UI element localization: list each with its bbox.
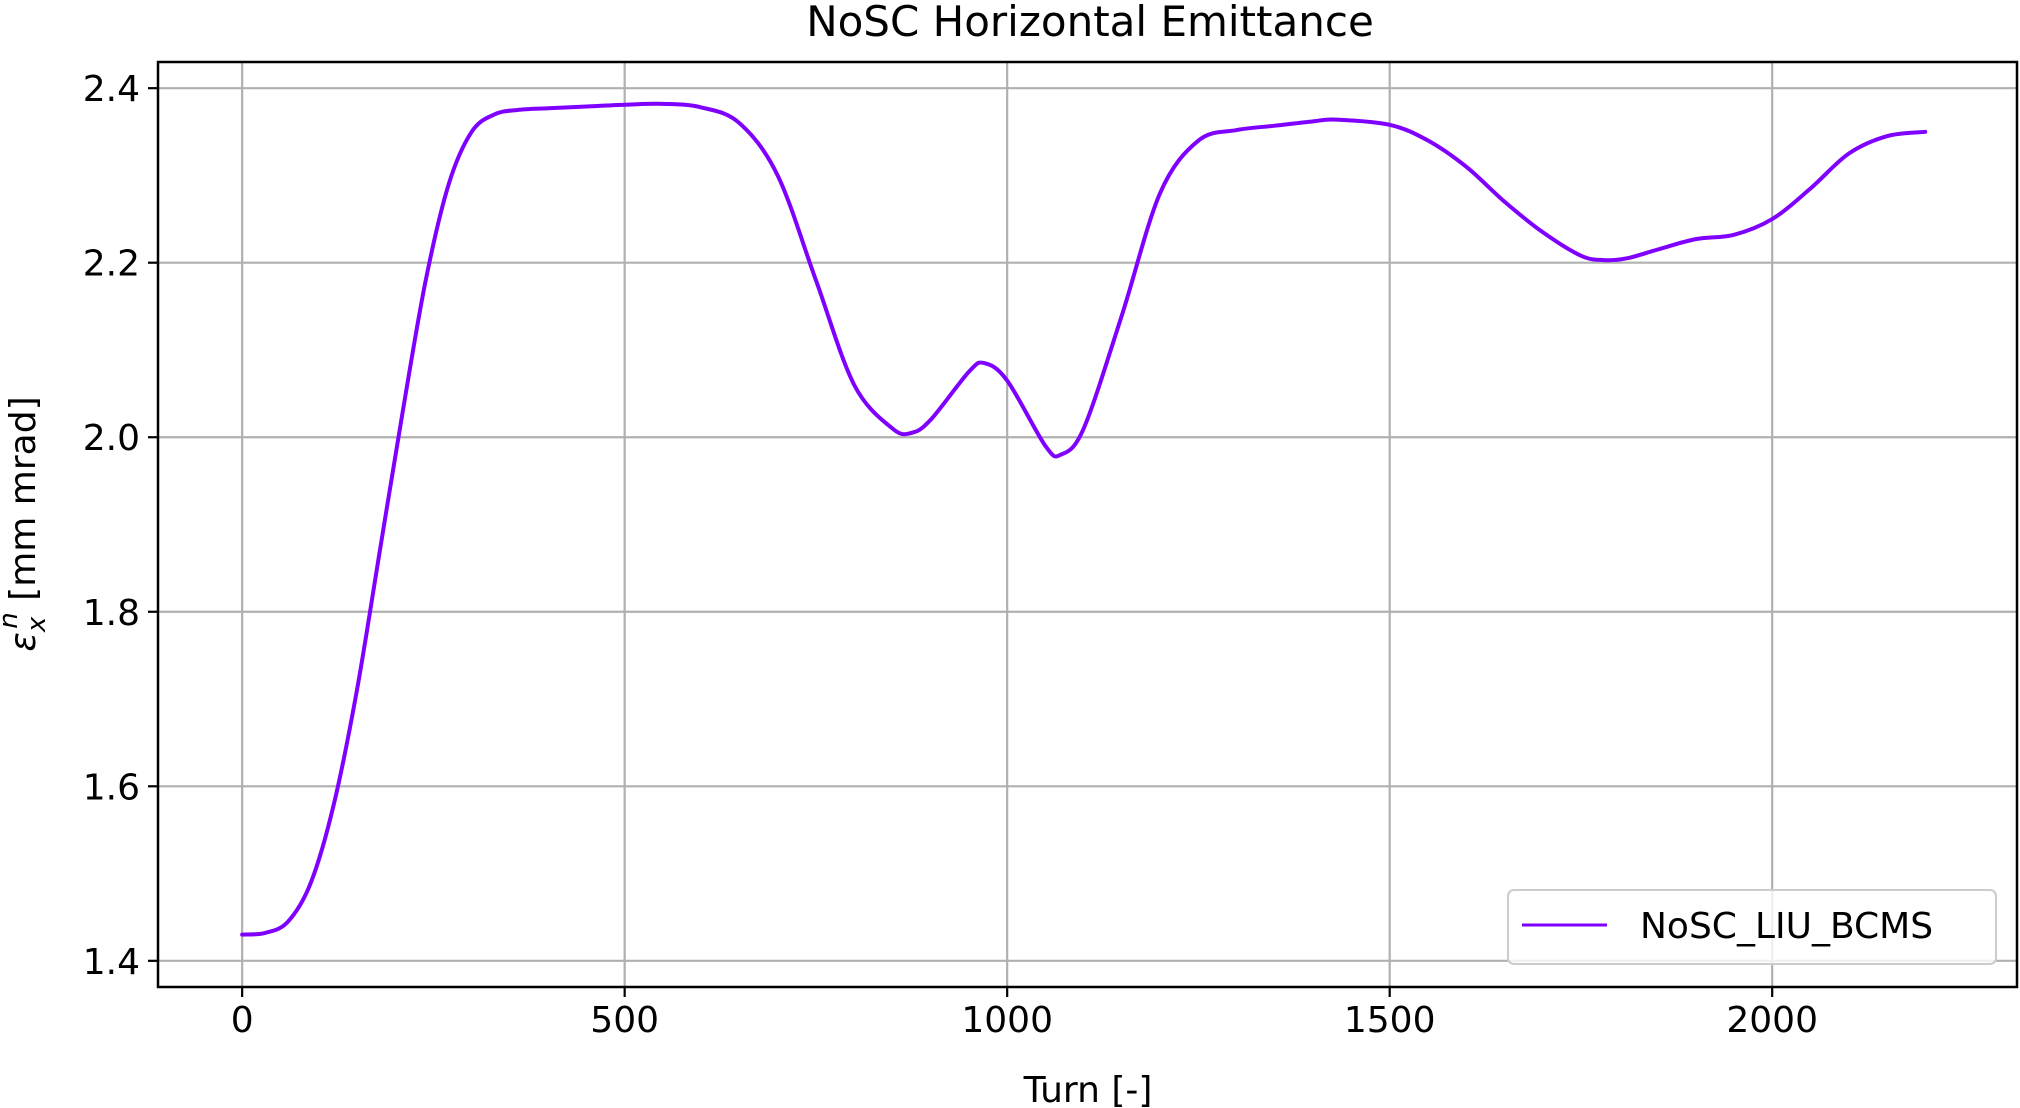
chart-title: NoSC Horizontal Emittance <box>806 0 1374 46</box>
legend-box <box>1507 889 1997 965</box>
y-axis-label-symbol: ε <box>3 632 44 651</box>
y-tick-label: 2.0 <box>83 418 140 459</box>
y-tick-label: 1.4 <box>83 942 140 983</box>
series-line <box>240 101 1928 937</box>
tick-layer: 0 500 1000 1500 2000 1.4 1.6 1.8 2.0 2.2 2.4 <box>83 69 1818 1041</box>
plot-frame <box>156 60 2019 989</box>
y-tick-label: 1.6 <box>83 767 140 808</box>
y-tick-label: 2.4 <box>83 69 140 110</box>
x-tick-label: 2000 <box>1726 1000 1818 1041</box>
x-tick-label: 1500 <box>1344 1000 1436 1041</box>
y-axis-label-superscript: n <box>0 612 24 628</box>
y-axis-label-unit: [mm mrad] <box>3 396 44 612</box>
x-tick-label: 0 <box>231 1000 254 1041</box>
series-layer <box>240 101 1928 937</box>
grid-layer <box>158 62 2017 987</box>
legend-label: NoSC_LIU_BCMS <box>1640 906 1933 947</box>
x-axis-label: Turn [-] <box>1023 1070 1153 1108</box>
legend: NoSC_LIU_BCMS <box>1507 889 1997 965</box>
y-axis-label: εxn [mm mrad] <box>0 396 52 651</box>
y-tick-label: 1.8 <box>83 593 140 634</box>
x-tick-label: 500 <box>590 1000 659 1041</box>
y-axis-label-subscript: x <box>22 616 52 633</box>
y-tick-label: 2.2 <box>83 244 140 285</box>
x-tick-label: 1000 <box>961 1000 1053 1041</box>
